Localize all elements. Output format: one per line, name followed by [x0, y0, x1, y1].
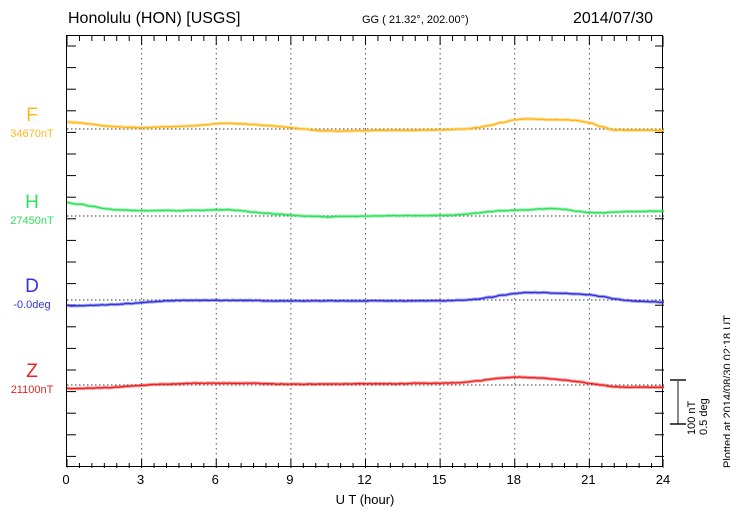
x-tick-12: 12	[357, 472, 372, 487]
plotted-at-timestamp: Plotted at 2014/08/30 02:18 UT	[722, 315, 730, 468]
component-baseline-h: 27450nT	[10, 215, 54, 227]
x-tick-15: 15	[431, 472, 447, 487]
scale-bar-nt-label: 100 nT	[686, 400, 698, 435]
component-label-d: D -0.0deg	[2, 277, 62, 311]
component-letter-d: D	[25, 276, 39, 297]
trace-d	[67, 291, 664, 307]
x-tick-6: 6	[211, 472, 219, 487]
component-letter-f: F	[26, 105, 38, 126]
component-baseline-f: 34670nT	[10, 128, 54, 140]
observation-date: 2014/07/30	[573, 10, 654, 27]
x-tick-24: 24	[655, 472, 671, 487]
x-tick-3: 3	[137, 472, 145, 487]
page-title: Honolulu (HON) [USGS]	[68, 10, 241, 27]
trace-h	[67, 201, 664, 218]
component-baseline-d: -0.0deg	[13, 299, 51, 311]
x-tick-21: 21	[581, 472, 596, 487]
plot-frame	[66, 35, 664, 468]
component-letter-z: Z	[26, 361, 38, 382]
scale-bar-deg-label: 0.5 deg	[698, 398, 710, 435]
x-tick-9: 9	[286, 472, 294, 487]
trace-halo-h	[67, 200, 664, 219]
component-baseline-z: 21100nT	[10, 384, 54, 396]
trace-f	[67, 117, 664, 133]
component-label-z: Z 21100nT	[2, 362, 62, 396]
component-letter-h: H	[25, 192, 39, 213]
x-tick-18: 18	[506, 472, 521, 487]
geographic-coordinates: GG ( 21.32°, 202.00°)	[362, 14, 469, 26]
scale-bar	[670, 379, 686, 425]
x-tick-0: 0	[62, 472, 70, 487]
x-axis-title: U T (hour)	[335, 492, 395, 507]
component-label-h: H 27450nT	[2, 193, 62, 227]
component-label-f: F 34670nT	[2, 106, 62, 140]
magnetogram-chart	[67, 36, 664, 468]
trace-z	[67, 376, 664, 390]
